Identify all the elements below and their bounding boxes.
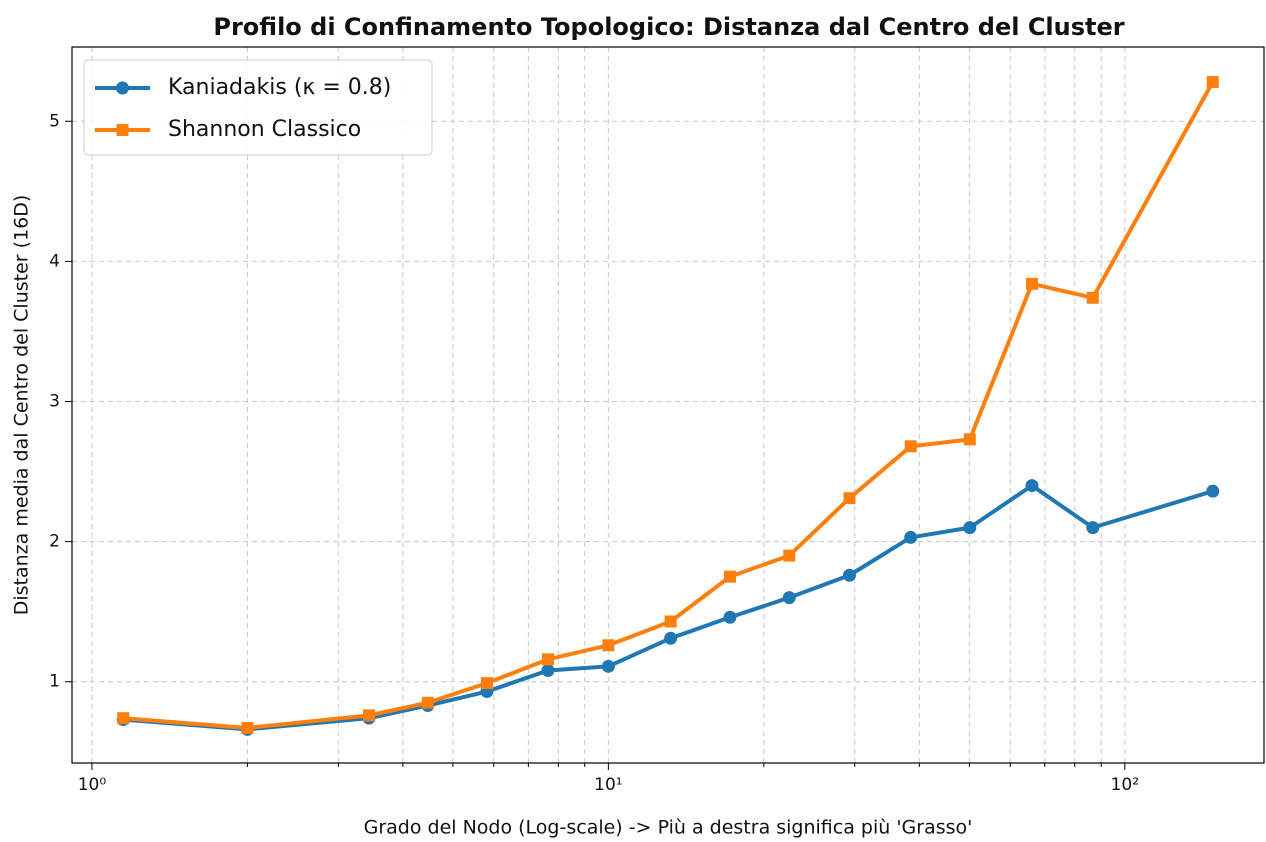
data-point: [783, 549, 796, 562]
data-point: [963, 521, 977, 535]
legend-label: Shannon Classico: [168, 117, 361, 142]
data-point: [1086, 521, 1100, 535]
x-axis-label: Grado del Nodo (Log-scale) -> Più a dest…: [364, 817, 973, 839]
data-point: [541, 653, 554, 666]
data-point: [842, 568, 856, 582]
y-tick-label: 1: [49, 672, 60, 692]
data-point: [724, 570, 737, 583]
data-point: [1025, 277, 1038, 290]
data-point: [1206, 76, 1219, 89]
legend-marker: [116, 81, 129, 95]
y-axis-label: Distanza media dal Centro del Cluster (1…: [11, 195, 33, 616]
data-point: [1086, 291, 1099, 304]
data-point: [904, 530, 918, 544]
chart-title: Profilo di Confinamento Topologico: Dist…: [213, 13, 1124, 41]
data-point: [664, 631, 678, 645]
data-point: [601, 659, 615, 673]
data-point: [117, 712, 130, 725]
data-point: [1206, 484, 1220, 498]
data-point: [421, 696, 434, 709]
data-point: [541, 664, 555, 678]
series-line: [123, 483, 1214, 732]
data-point: [602, 639, 615, 652]
data-point: [480, 677, 493, 690]
y-tick-label: 4: [49, 251, 60, 271]
data-point: [904, 440, 917, 453]
y-tick-label: 3: [49, 391, 60, 411]
x-tick-label: 10²: [1111, 775, 1139, 795]
plot-frame: [71, 46, 1265, 764]
legend-marker: [116, 124, 129, 136]
data-point: [782, 591, 796, 605]
data-point: [1025, 479, 1039, 493]
legend-box: [83, 59, 433, 156]
y-tick-label: 5: [49, 111, 60, 131]
x-tick-label: 10⁰: [78, 775, 107, 795]
series-line: [123, 81, 1215, 730]
legend-label: Kaniadakis (κ = 0.8): [168, 75, 391, 100]
data-point: [664, 615, 677, 628]
x-tick-label: 10¹: [594, 775, 622, 795]
data-point: [843, 492, 856, 505]
data-point: [723, 610, 737, 624]
data-point: [241, 721, 254, 734]
data-point: [963, 433, 976, 446]
y-tick-label: 2: [49, 532, 60, 552]
data-point: [363, 709, 376, 722]
